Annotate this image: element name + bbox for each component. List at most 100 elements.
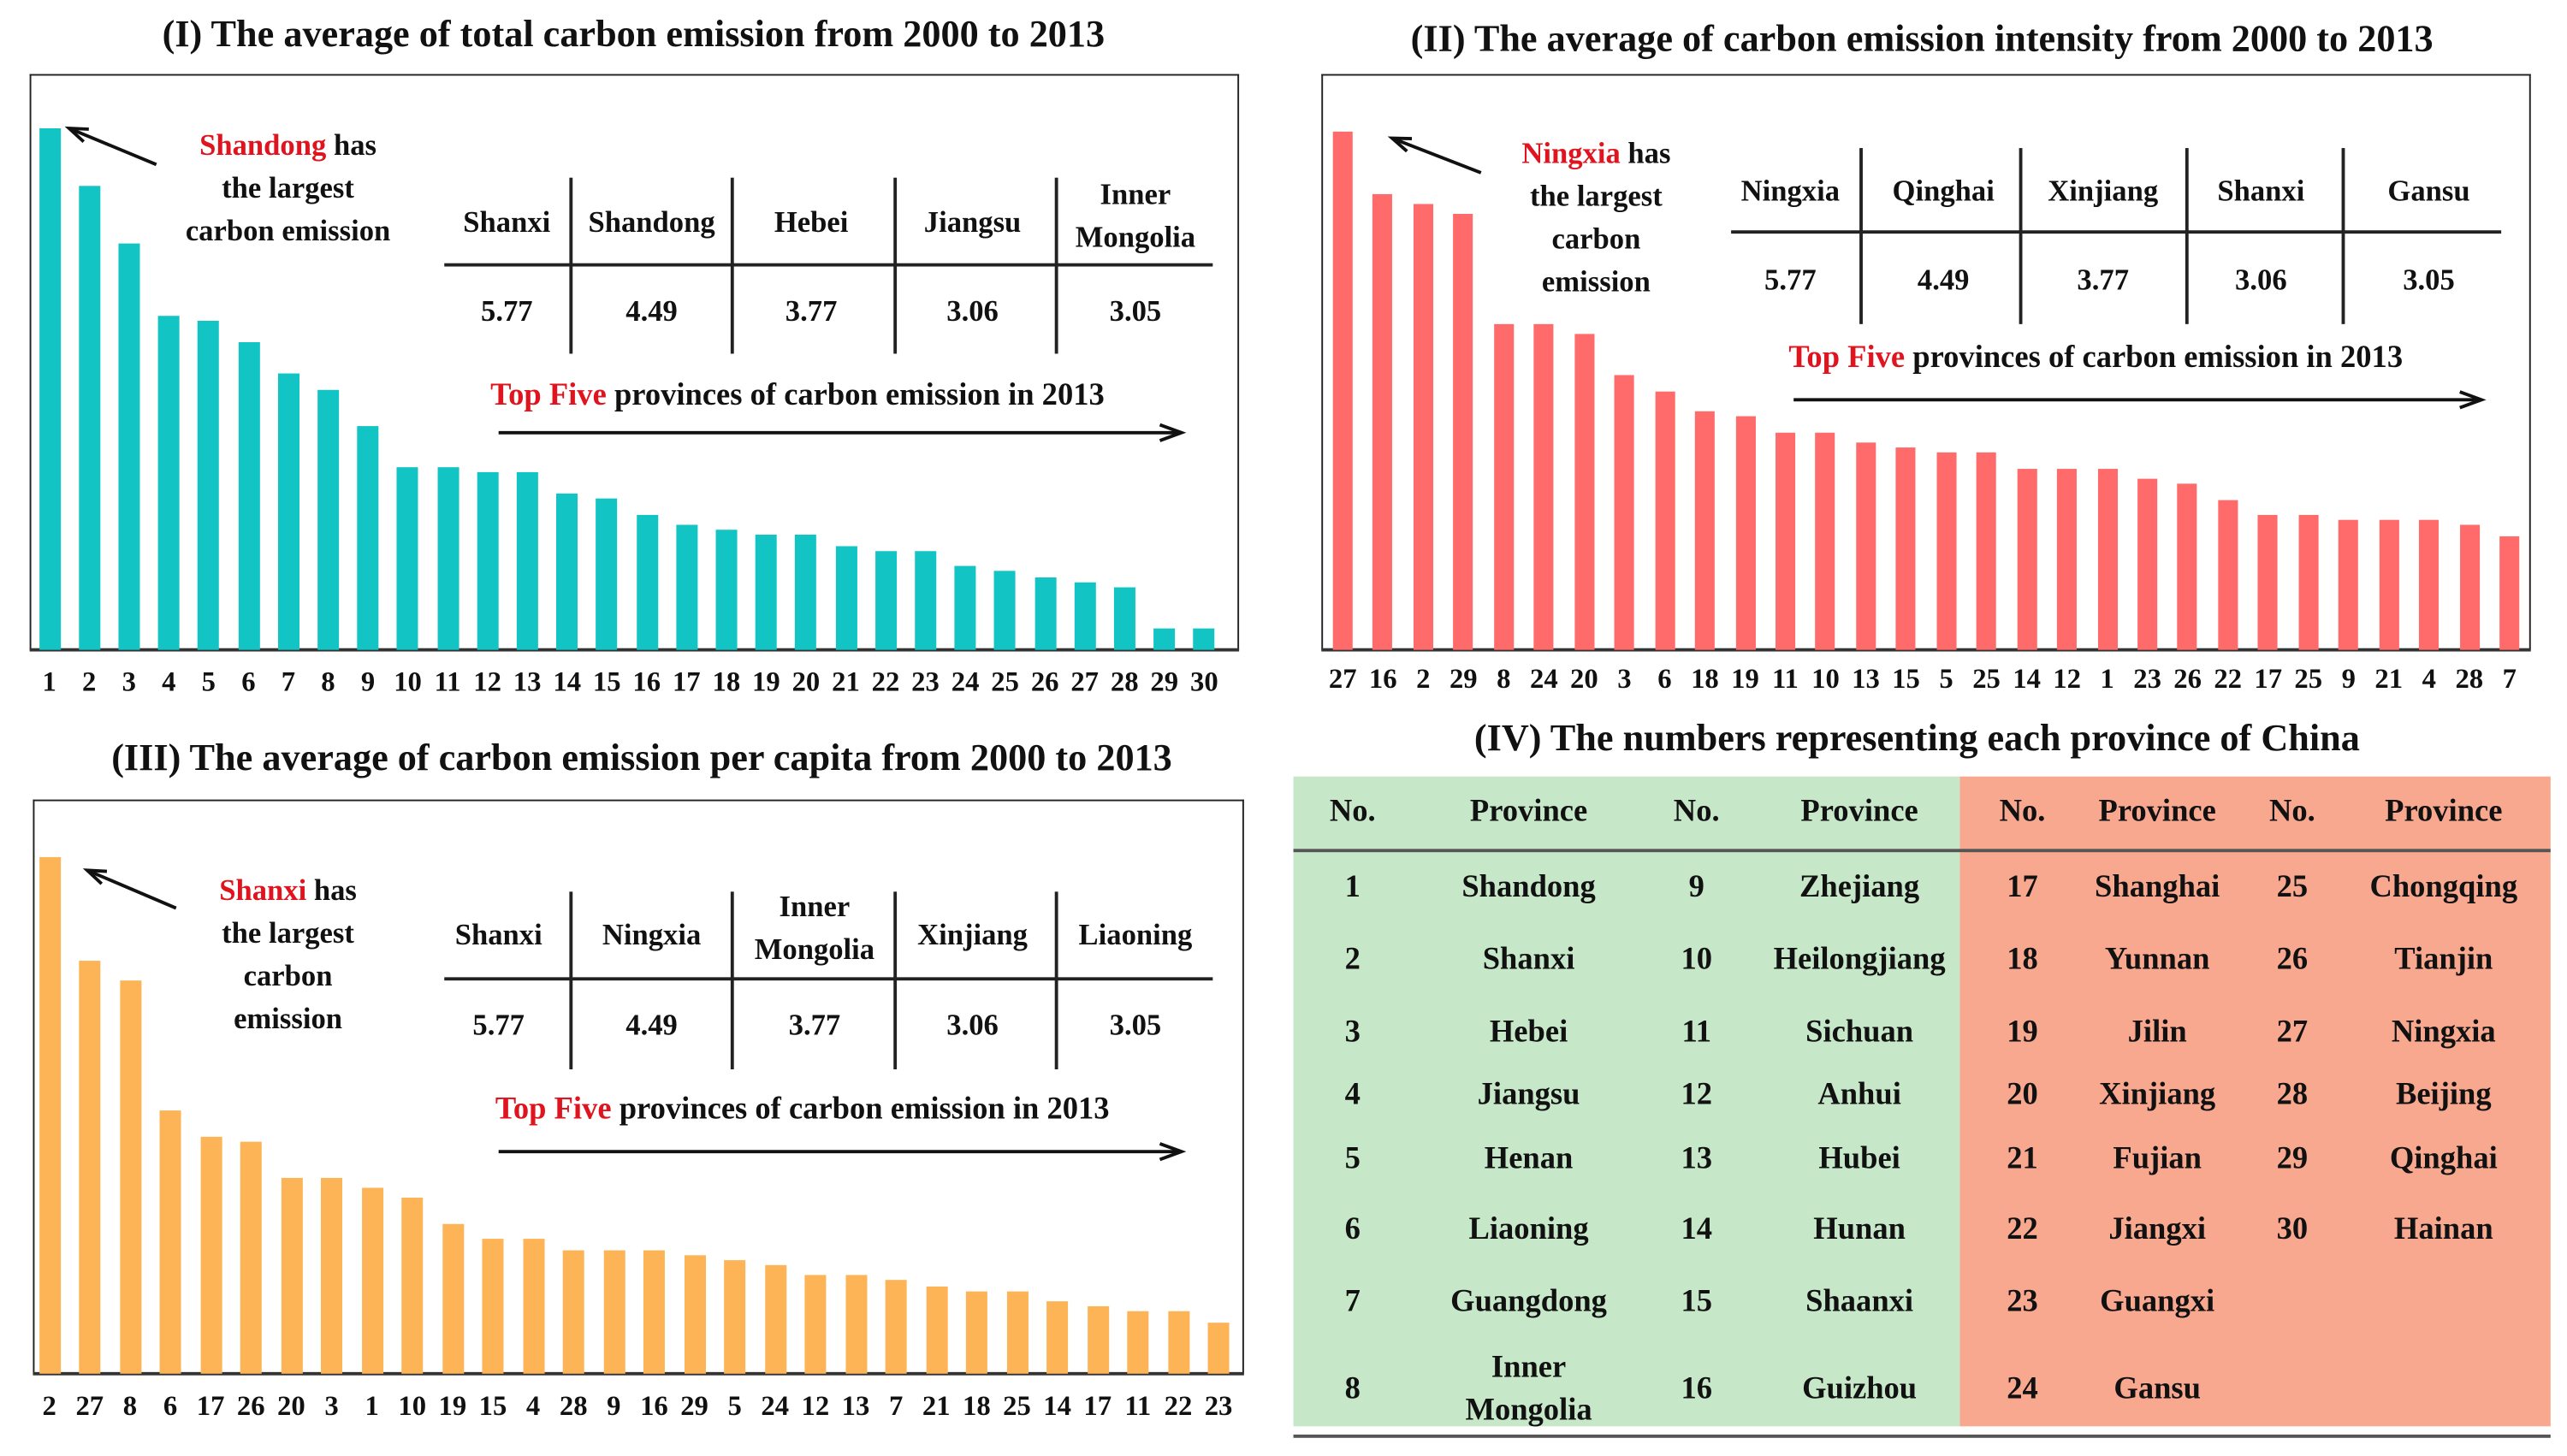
x-tick-label: 9: [2341, 663, 2356, 695]
plot-frame: [1321, 74, 2531, 650]
annotation-text: has: [1620, 136, 1671, 170]
table-cell: Guangxi: [2100, 1284, 2215, 1320]
x-tick-label: 26: [236, 1390, 265, 1422]
bar: [1127, 1311, 1149, 1374]
bar: [1074, 582, 1096, 650]
table-cell: Hainan: [2393, 1212, 2493, 1247]
x-tick-label: 25: [991, 666, 1019, 698]
caption-arrow: [498, 1142, 1187, 1162]
x-tick-label: 4: [162, 666, 176, 698]
x-tick-label: 4: [2422, 663, 2436, 695]
bar: [556, 493, 578, 650]
x-tick-label: 2: [1416, 663, 1431, 695]
x-tick-label: 12: [801, 1390, 830, 1422]
bar: [1815, 432, 1836, 650]
bar: [755, 535, 777, 650]
highlight-province: Ningxia: [1521, 136, 1621, 170]
table-header-cell: No.: [2268, 794, 2315, 830]
bar: [1775, 432, 1795, 650]
caption-highlight: Top Five: [1788, 340, 1906, 376]
inset-table-column-line: [1054, 891, 1058, 1070]
x-tick-label: 17: [196, 1390, 225, 1422]
table-cell: 23: [2007, 1284, 2038, 1320]
table-cell: Henan: [1484, 1141, 1574, 1177]
x-tick-label: 7: [2502, 663, 2517, 695]
x-tick-label: 3: [324, 1390, 339, 1422]
table-cell: Jiangsu: [1477, 1077, 1580, 1113]
bar: [2178, 483, 2198, 650]
x-tick-label: 28: [559, 1390, 588, 1422]
x-tick-label: 6: [163, 1390, 178, 1422]
x-tick-label: 28: [2455, 663, 2484, 695]
table-cell: Hunan: [1813, 1212, 1906, 1247]
bar: [636, 514, 658, 650]
table-title: (IV) The numbers representing each provi…: [1473, 717, 2360, 759]
x-tick-label: 7: [888, 1390, 904, 1422]
caption-arrow: [498, 423, 1187, 442]
bar: [885, 1281, 907, 1374]
bar: [994, 571, 1017, 650]
caption: Top Five provinces of carbon emission in…: [495, 1092, 1110, 1128]
bar: [2298, 515, 2319, 650]
bar: [436, 467, 459, 650]
x-tick-label: 12: [473, 666, 501, 698]
table-cell: Hubei: [1818, 1141, 1900, 1177]
bar: [39, 128, 61, 650]
table-cell: 5: [1344, 1141, 1361, 1177]
bar: [357, 425, 379, 650]
bar: [643, 1249, 665, 1374]
x-tick-label: 23: [911, 666, 940, 698]
bar: [78, 186, 100, 650]
bar: [2017, 468, 2037, 650]
inset-table-divider: [1731, 230, 2502, 234]
table-cell: 11: [1681, 1015, 1711, 1050]
x-tick-label: 21: [832, 666, 860, 698]
x-tick-label: 30: [1189, 666, 1218, 698]
caption-arrow: [1793, 390, 2487, 410]
caption-highlight: Top Five: [490, 378, 607, 413]
x-tick-label: 11: [434, 666, 461, 698]
x-axis-line: [29, 648, 1240, 652]
table-cell: 7: [1344, 1284, 1361, 1320]
chart-title: (III) The average of carbon emission per…: [111, 737, 1172, 778]
caption-highlight: Top Five: [495, 1092, 612, 1128]
bar: [2419, 520, 2440, 650]
table-cell: Shaanxi: [1805, 1284, 1914, 1320]
table-header-cell: Province: [2098, 794, 2216, 830]
x-tick-label: 3: [1617, 663, 1632, 695]
bar: [1005, 1291, 1028, 1374]
table-cell: Fujian: [2113, 1141, 2202, 1177]
bar: [1113, 587, 1135, 650]
x-tick-label: 18: [1691, 663, 1719, 695]
x-tick-label: 27: [1070, 666, 1100, 698]
inset-table-column-line: [2019, 148, 2022, 324]
bar: [2258, 515, 2279, 650]
inset-table-header: Xinjiang: [917, 918, 1029, 951]
bar: [1332, 131, 1353, 650]
table-cell: Guizhou: [1802, 1371, 1918, 1407]
x-axis-line: [1321, 648, 2531, 652]
table-cell: 3: [1344, 1015, 1361, 1050]
table-cell: Zhejiang: [1799, 870, 1920, 905]
x-tick-label: 15: [592, 666, 621, 698]
x-tick-label: 11: [1771, 663, 1799, 695]
bar: [240, 1141, 262, 1374]
x-tick-label: 1: [365, 1390, 379, 1422]
x-tick-label: 27: [75, 1390, 104, 1422]
highlight-province: Shandong: [199, 128, 327, 162]
inset-table-value: 3.77: [788, 1008, 841, 1042]
x-tick-label: 24: [761, 1390, 790, 1422]
x-tick-label: 19: [752, 666, 780, 698]
table-cell: 19: [2007, 1015, 2038, 1050]
inset-table-header: Inner Mongolia: [1075, 177, 1196, 254]
x-tick-label: 29: [1150, 666, 1179, 698]
bar: [834, 545, 857, 650]
table-cell: Qinghai: [2389, 1141, 2498, 1177]
bar: [804, 1275, 827, 1374]
table-cell: 14: [1681, 1212, 1712, 1247]
bar: [522, 1239, 544, 1374]
inset-table-value: 5.77: [472, 1008, 525, 1042]
x-tick-label: 8: [1497, 663, 1511, 695]
table-header-line: [1293, 849, 2551, 852]
x-tick-label: 5: [727, 1390, 742, 1422]
